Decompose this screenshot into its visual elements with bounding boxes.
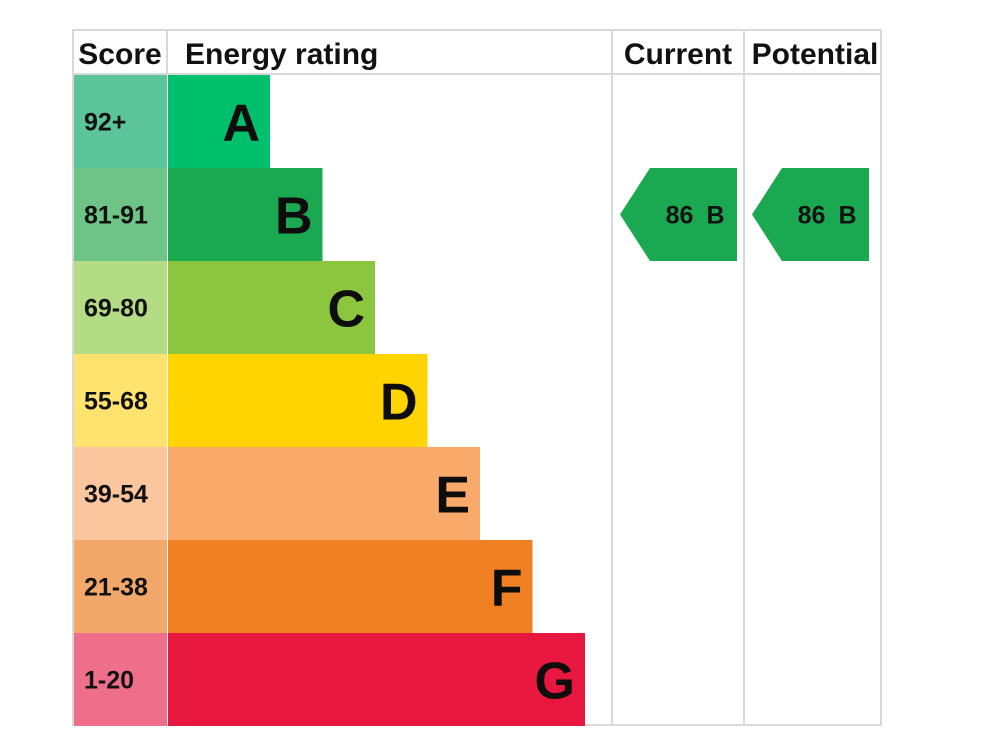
energy-rating-header: Energy rating: [185, 38, 378, 71]
current-rating-arrow: [620, 168, 737, 261]
rating-bar-c: [168, 261, 375, 354]
band-letter-g: G: [535, 653, 575, 711]
band-row-f: 21-38 F: [74, 540, 533, 633]
current-rating-marker: 86 B: [620, 168, 737, 261]
score-cell-c: [74, 261, 167, 354]
score-cell-e: [74, 447, 167, 540]
score-range-d: 55-68: [84, 388, 148, 416]
band-letter-c: C: [327, 281, 365, 339]
score-cell-b: [74, 168, 167, 261]
current-header: Current: [624, 38, 732, 71]
potential-rating-marker: 86 B: [752, 168, 869, 261]
rating-bar-g: [168, 633, 585, 726]
potential-rating-arrow: [752, 168, 869, 261]
score-cell-d: [74, 354, 167, 447]
rating-bar-e: [168, 447, 480, 540]
current-rating-score: 86: [666, 202, 694, 230]
band-letter-f: F: [491, 560, 523, 618]
score-cell-g: [74, 633, 167, 726]
score-range-f: 21-38: [84, 574, 148, 602]
band-letter-d: D: [380, 374, 418, 432]
potential-header: Potential: [752, 38, 879, 71]
score-range-g: 1-20: [84, 667, 134, 695]
band-row-c: 69-80 C: [74, 261, 375, 354]
band-row-g: 1-20 G: [74, 633, 585, 726]
score-range-c: 69-80: [84, 295, 148, 323]
rating-bar-b: [168, 168, 323, 261]
band-row-e: 39-54 E: [74, 447, 480, 540]
score-range-e: 39-54: [84, 481, 148, 509]
band-letter-b: B: [275, 188, 313, 246]
current-rating-band: B: [706, 202, 724, 230]
score-cell-f: [74, 540, 167, 633]
band-letter-e: E: [435, 467, 470, 525]
rating-bar-a: [168, 75, 270, 168]
band-row-d: 55-68 D: [74, 354, 428, 447]
score-cell-a: [74, 75, 167, 168]
potential-rating-band: B: [838, 202, 856, 230]
score-range-a: 92+: [84, 109, 126, 137]
band-letter-a: A: [222, 95, 260, 153]
potential-rating-score: 86: [798, 202, 826, 230]
band-row-a: 92+ A: [74, 75, 270, 168]
band-row-b: 81-91 B: [74, 168, 323, 261]
rating-bar-f: [168, 540, 533, 633]
score-header: Score: [78, 38, 161, 71]
rating-bar-d: [168, 354, 428, 447]
score-range-b: 81-91: [84, 202, 148, 230]
rating-bands: 92+ A 81-91 B 69-80 C 55-68 D 39-54 E: [74, 75, 585, 726]
